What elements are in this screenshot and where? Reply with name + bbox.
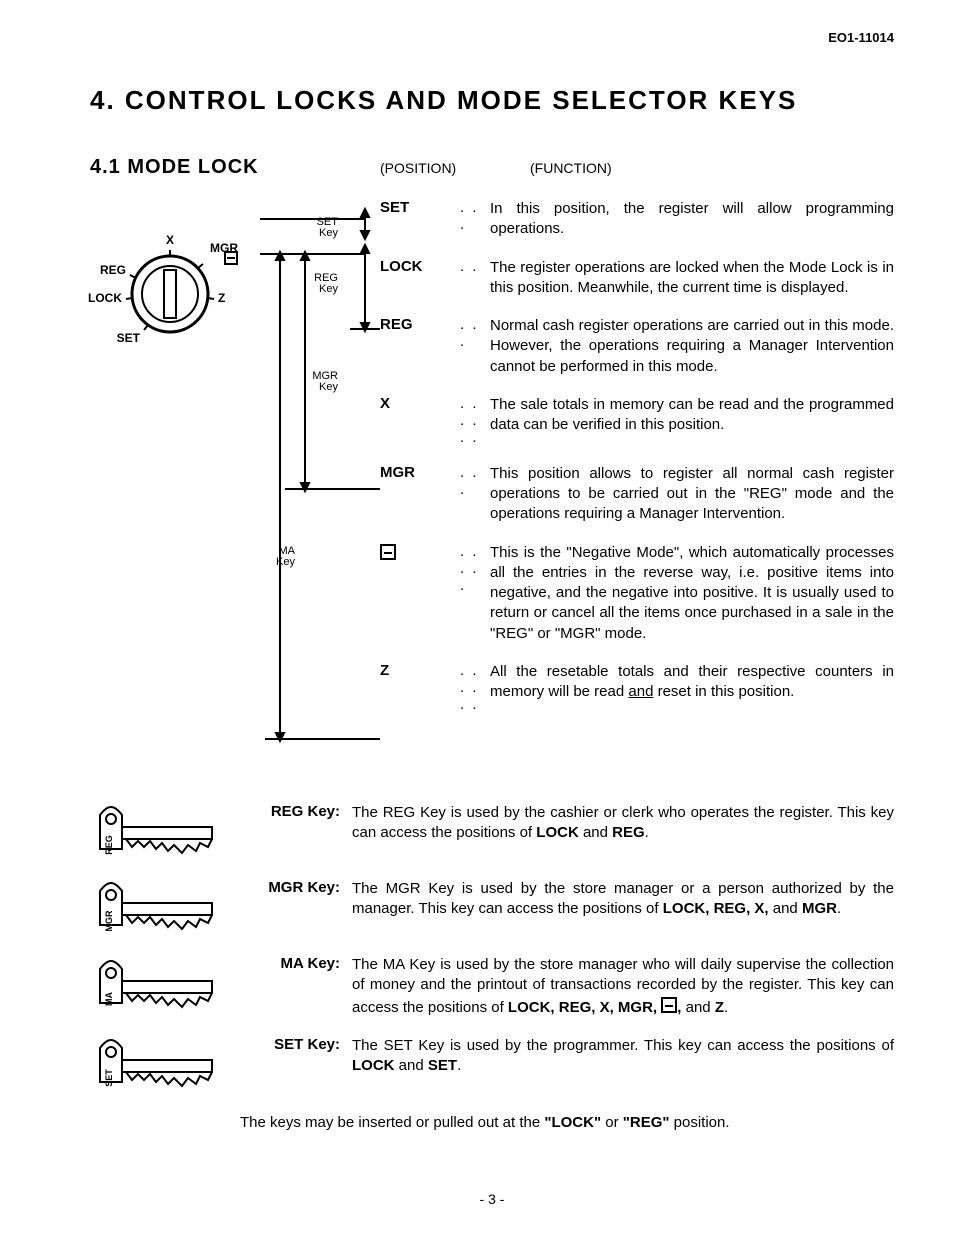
- position-row: . . . . .This is the "Negative Mode", wh…: [380, 543, 894, 644]
- key-label: MGR Key:: [240, 879, 352, 937]
- position-label: X: [380, 395, 460, 446]
- key-illustration: SET: [90, 1036, 240, 1094]
- key-icon: REG: [90, 803, 230, 861]
- position-dots: . . . . .: [460, 543, 490, 644]
- position-row: LOCK. .The register operations are locke…: [380, 258, 894, 299]
- key-description: The MA Key is used by the store manager …: [352, 955, 894, 1018]
- svg-text:MGRKey: MGRKey: [312, 370, 338, 393]
- position-dots: . . . . . .: [460, 395, 490, 446]
- position-label: MGR: [380, 464, 460, 525]
- column-header-function: (FUNCTION): [530, 160, 612, 176]
- position-dots: . .: [460, 258, 490, 299]
- page-number: - 3 -: [90, 1191, 894, 1207]
- key-illustration: MA: [90, 955, 240, 1018]
- position-label: SET: [380, 199, 460, 240]
- subsection-title: 4.1 MODE LOCK: [90, 156, 380, 179]
- key-icon: MA: [90, 957, 230, 1015]
- key-icon: MGR: [90, 879, 230, 937]
- svg-text:SET: SET: [104, 1069, 114, 1087]
- position-row: X. . . . . .The sale totals in memory ca…: [380, 395, 894, 446]
- position-label: LOCK: [380, 258, 460, 299]
- position-description: The sale totals in memory can be read an…: [490, 395, 894, 446]
- key-label: REG Key:: [240, 803, 352, 861]
- svg-text:Z: Z: [218, 291, 225, 305]
- key-label: MA Key:: [240, 955, 352, 1018]
- svg-text:MAKey: MAKey: [276, 545, 296, 568]
- position-description: Normal cash register operations are carr…: [490, 316, 894, 377]
- position-description: In this position, the register will allo…: [490, 199, 894, 240]
- page-title: 4. CONTROL LOCKS AND MODE SELECTOR KEYS: [90, 85, 894, 116]
- column-header-position: (POSITION): [380, 160, 530, 176]
- key-icon: SET: [90, 1036, 230, 1094]
- keys-section: REG REG Key:The REG Key is used by the c…: [90, 803, 894, 1094]
- position-dots: . . .: [460, 199, 490, 240]
- document-id: EO1-11014: [90, 30, 894, 45]
- insertion-note: The keys may be inserted or pulled out a…: [240, 1114, 894, 1131]
- position-row: REG. . .Normal cash register operations …: [380, 316, 894, 377]
- svg-text:LOCK: LOCK: [88, 291, 122, 305]
- svg-text:MGR: MGR: [104, 910, 114, 931]
- position-label: REG: [380, 316, 460, 377]
- key-illustration: MGR: [90, 879, 240, 937]
- position-description: All the resetable totals and their respe…: [490, 662, 894, 713]
- key-row: MGR MGR Key:The MGR Key is used by the s…: [90, 879, 894, 937]
- position-dots: . . .: [460, 464, 490, 525]
- svg-text:SET: SET: [117, 331, 141, 345]
- position-description: This position allows to register all nor…: [490, 464, 894, 525]
- negative-mode-icon: [380, 544, 396, 560]
- key-row: REG REG Key:The REG Key is used by the c…: [90, 803, 894, 861]
- key-label: SET Key:: [240, 1036, 352, 1094]
- key-description: The SET Key is used by the programmer. T…: [352, 1036, 894, 1094]
- svg-text:X: X: [166, 233, 174, 247]
- position-description: This is the "Negative Mode", which autom…: [490, 543, 894, 644]
- svg-text:REGKey: REGKey: [314, 272, 338, 295]
- key-row: SET SET Key:The SET Key is used by the p…: [90, 1036, 894, 1094]
- svg-text:REG: REG: [104, 835, 114, 855]
- key-description: The REG Key is used by the cashier or cl…: [352, 803, 894, 861]
- position-row: Z. . . . . .All the resetable totals and…: [380, 662, 894, 713]
- position-row: SET. . .In this position, the register w…: [380, 199, 894, 240]
- positions-list: SET. . .In this position, the register w…: [380, 199, 894, 763]
- key-row: MA MA Key:The MA Key is used by the stor…: [90, 955, 894, 1018]
- svg-text:SETKey: SETKey: [317, 216, 339, 239]
- position-dots: . . .: [460, 316, 490, 377]
- svg-text:REG: REG: [100, 263, 126, 277]
- key-description: The MGR Key is used by the store manager…: [352, 879, 894, 937]
- svg-text:MA: MA: [104, 992, 114, 1006]
- position-label: Z: [380, 662, 460, 713]
- mode-lock-diagram: X MGR REG LOCK SET Z: [90, 199, 380, 763]
- position-dots: . . . . . .: [460, 662, 490, 713]
- position-row: MGR. . .This position allows to register…: [380, 464, 894, 525]
- position-description: The register operations are locked when …: [490, 258, 894, 299]
- key-illustration: REG: [90, 803, 240, 861]
- position-label: [380, 543, 460, 644]
